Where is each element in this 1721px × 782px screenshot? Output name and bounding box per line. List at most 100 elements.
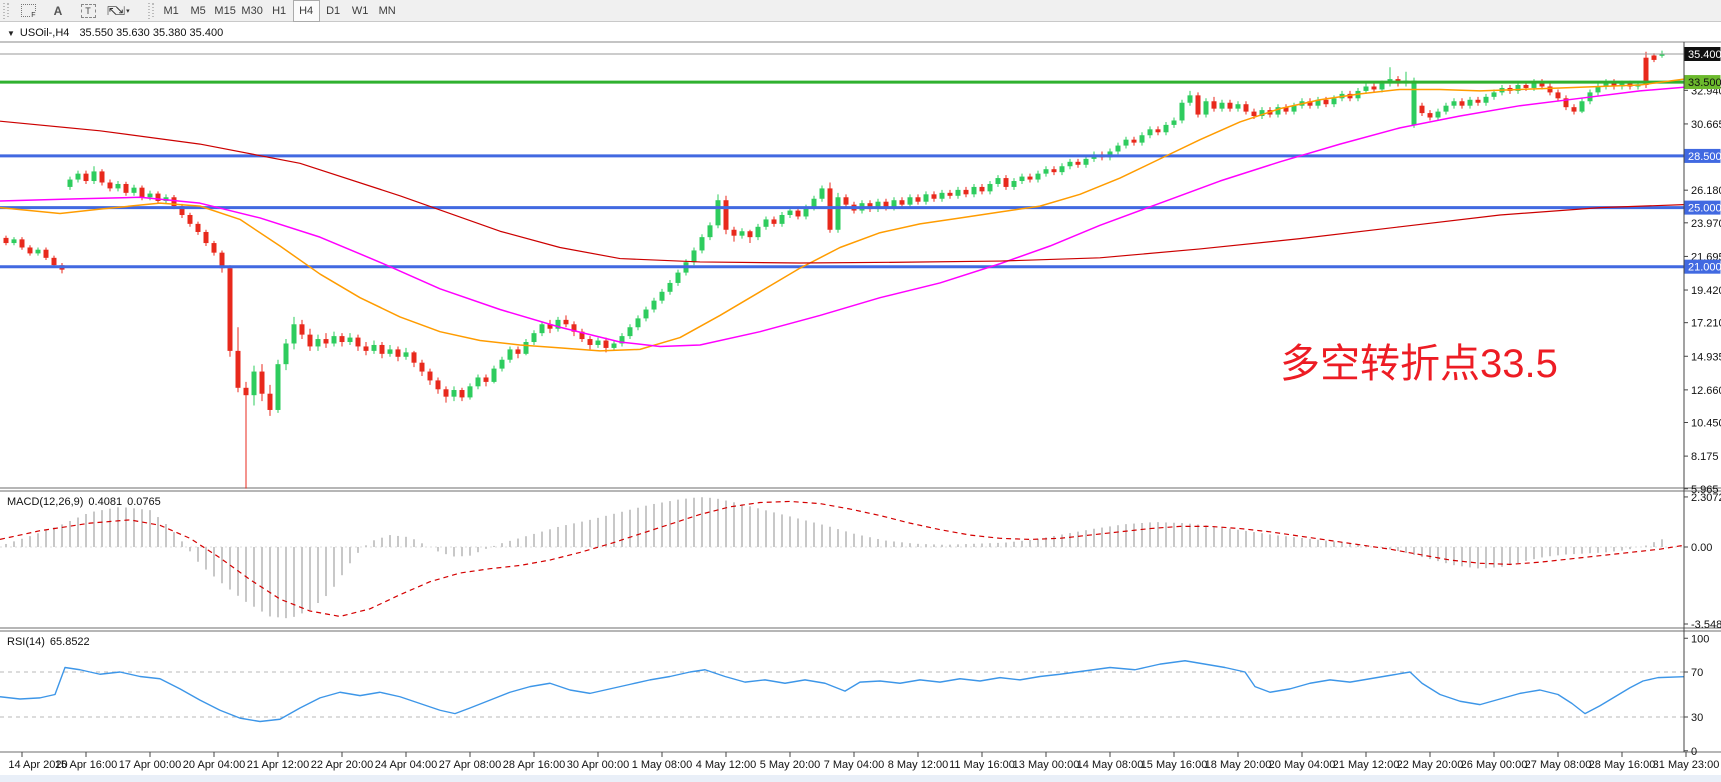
chevron-down-icon[interactable]: ▾ xyxy=(126,7,130,15)
candle-body xyxy=(315,339,321,347)
candle-body xyxy=(483,377,489,382)
price-flag-label: 28.500 xyxy=(1688,151,1721,163)
candle-body xyxy=(235,350,241,388)
ma-slow-red xyxy=(0,120,1685,264)
tf-button-m1[interactable]: M1 xyxy=(163,4,179,17)
candle-body xyxy=(219,252,225,269)
candle-body xyxy=(1563,98,1569,108)
candle-body xyxy=(571,324,577,332)
candle-body xyxy=(523,342,529,354)
candle-body xyxy=(643,309,649,319)
candle-body xyxy=(563,319,569,325)
candle-body xyxy=(211,243,217,253)
time-label: 31 May 23:00 xyxy=(1653,759,1720,771)
candle-body xyxy=(1459,101,1465,106)
candle-body xyxy=(1163,124,1169,133)
candle-body xyxy=(299,324,305,335)
candle-body xyxy=(491,368,497,382)
text-tool-button[interactable]: T xyxy=(73,1,103,21)
candle-body xyxy=(291,324,297,344)
chart-dropdown-icon[interactable]: ▼ xyxy=(7,28,15,38)
candle-body xyxy=(187,214,193,224)
candle-body xyxy=(1579,101,1585,112)
candle-body xyxy=(107,182,113,189)
candle-body xyxy=(403,352,409,357)
price-tick-label: 12.660 xyxy=(1691,385,1721,397)
time-label: 20 May 04:00 xyxy=(1269,759,1336,771)
candle-body xyxy=(1379,83,1385,90)
candle-body xyxy=(123,183,129,193)
candle-body xyxy=(419,362,425,372)
candle-body xyxy=(651,300,657,310)
price-flag-21.000 xyxy=(1684,259,1721,274)
candle-body xyxy=(963,189,969,195)
candle-body xyxy=(1427,113,1433,118)
grid-f-icon: F xyxy=(20,4,36,19)
toolbar-grip-2[interactable] xyxy=(147,2,155,19)
rsi-line xyxy=(0,660,1685,723)
tf-button-d1[interactable]: D1 xyxy=(326,4,341,17)
tf-button-m5[interactable]: M5 xyxy=(190,4,206,17)
candle-body xyxy=(355,337,361,347)
candle-body xyxy=(1555,92,1561,99)
time-label: 13 May 00:00 xyxy=(1013,759,1080,771)
tf-button-h4[interactable]: H4 xyxy=(292,0,320,22)
candle-body xyxy=(1067,161,1073,167)
candle-body xyxy=(395,349,401,357)
ma-fast-orange xyxy=(0,78,1685,352)
price-flag-25.000 xyxy=(1684,200,1721,215)
macd-signal-line xyxy=(0,500,1685,618)
candle-body xyxy=(1371,86,1377,90)
candle-body xyxy=(579,331,585,340)
price-tick-label: 30.665 xyxy=(1691,119,1721,131)
candle-body xyxy=(747,231,753,238)
candle-body xyxy=(1211,101,1217,109)
candle-body xyxy=(627,327,633,337)
candle-body xyxy=(91,171,97,182)
time-label: 21 Apr 12:00 xyxy=(247,759,309,771)
tf-button-h1[interactable]: H1 xyxy=(272,4,287,17)
price-chart-canvas[interactable]: 32.94030.66526.18023.97021.69519.42017.2… xyxy=(0,22,1721,782)
rsi-tick-label: 100 xyxy=(1691,633,1709,645)
candle-body xyxy=(459,390,465,398)
candle-body xyxy=(667,282,673,292)
crosshair-grid-button[interactable]: F xyxy=(13,1,43,21)
time-label: 18 May 20:00 xyxy=(1205,759,1272,771)
tf-button-m15[interactable]: M15 xyxy=(214,4,236,17)
candle-body xyxy=(987,183,993,192)
candle-body xyxy=(875,201,881,210)
candle-body xyxy=(1603,82,1609,87)
time-label: 30 Apr 00:00 xyxy=(567,759,629,771)
candle-body xyxy=(243,387,249,396)
tf-button-mn[interactable]: MN xyxy=(378,4,396,17)
candle-body xyxy=(147,193,153,198)
candle-body xyxy=(675,272,681,283)
candle-body xyxy=(227,268,233,351)
candle-body xyxy=(1611,82,1617,87)
candle-body xyxy=(1659,54,1665,56)
candle-body xyxy=(1443,105,1449,112)
candle-body xyxy=(587,339,593,345)
candle-body xyxy=(195,223,201,232)
candle-body xyxy=(979,186,985,192)
time-label: 22 Apr 20:00 xyxy=(311,759,373,771)
candle-body xyxy=(971,186,977,195)
candle-body xyxy=(363,346,369,351)
bottom-strip xyxy=(0,775,1721,782)
tf-button-w1[interactable]: W1 xyxy=(351,4,369,17)
candle-body xyxy=(1043,169,1049,174)
top-toolbar: F A T ⇱⇲ ▾ M1 M5 M15 M30 H1 H4 D1 W1 MN xyxy=(0,0,1721,22)
candle-body xyxy=(819,188,825,199)
time-label: 24 Apr 04:00 xyxy=(375,759,437,771)
tf-button-m30[interactable]: M30 xyxy=(241,4,263,17)
candle-body xyxy=(1315,99,1321,106)
arrow-label-button[interactable]: A xyxy=(43,1,73,21)
candle-body xyxy=(1291,105,1297,112)
arrows-tool-button[interactable]: ⇱⇲ ▾ xyxy=(103,1,134,21)
candle-body xyxy=(427,371,433,381)
candle-body xyxy=(1059,166,1065,173)
chart-window[interactable]: ▼ USOil-,H4 35.550 35.630 35.380 35.400 … xyxy=(0,22,1721,782)
toolbar-grip[interactable] xyxy=(3,2,10,19)
candle-body xyxy=(547,324,553,329)
candle-body xyxy=(891,200,897,208)
